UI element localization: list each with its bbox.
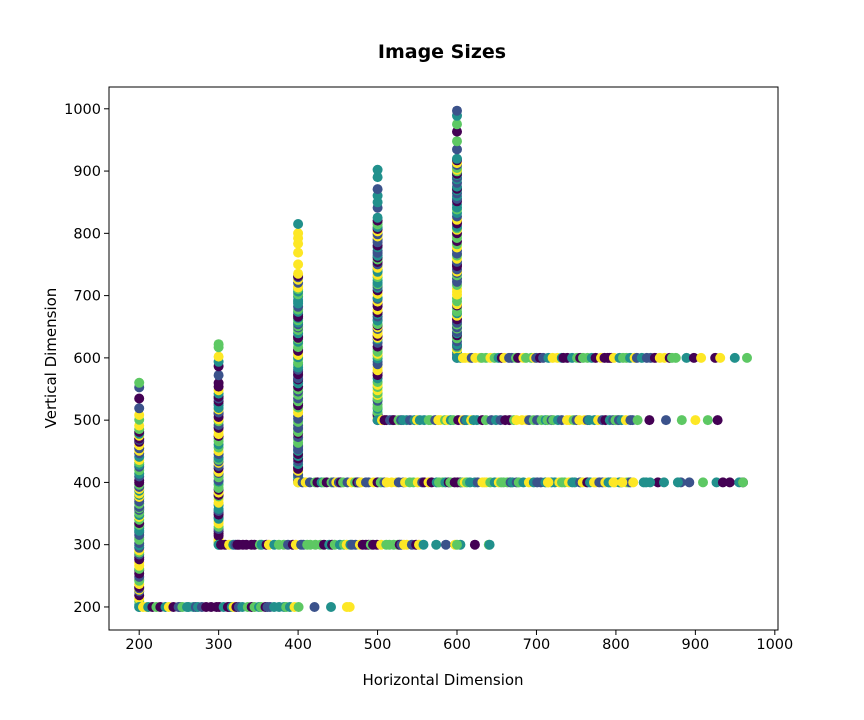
data-point: [440, 539, 451, 550]
data-point: [632, 415, 643, 426]
x-tick-label: 500: [364, 637, 392, 653]
x-axis: 200 300 400 500 600 700 800 900 1000: [125, 630, 793, 653]
y-axis: 200 300 400 500 600 700 800 900 1000: [64, 102, 109, 616]
data-point: [309, 602, 320, 612]
y-tick-label: 800: [73, 226, 101, 242]
data-point: [676, 415, 687, 426]
y-tick-label: 300: [73, 538, 101, 554]
chart-title: Image Sizes: [378, 41, 506, 63]
data-point: [738, 477, 748, 488]
data-point: [293, 228, 304, 239]
data-point: [681, 352, 692, 363]
x-tick-label: 600: [443, 637, 471, 653]
data-point: [452, 539, 462, 550]
data-point: [372, 164, 383, 175]
y-tick-label: 200: [73, 600, 101, 616]
data-point: [372, 184, 383, 195]
x-tick-label: 300: [205, 637, 233, 653]
data-point: [134, 377, 145, 388]
data-point: [729, 352, 740, 363]
data-point: [452, 105, 462, 116]
data-point: [645, 477, 656, 488]
data-points: [134, 105, 752, 612]
data-point: [608, 477, 619, 488]
data-point: [628, 477, 639, 488]
data-point: [372, 172, 383, 183]
data-point: [696, 352, 707, 363]
y-axis-label: Vertical Dimension: [42, 288, 60, 429]
y-tick-label: 1000: [64, 102, 101, 118]
x-tick-label: 900: [682, 637, 710, 653]
data-point: [661, 415, 671, 426]
y-tick-label: 600: [73, 351, 101, 367]
data-point: [452, 119, 462, 130]
data-point: [715, 352, 726, 363]
data-point: [431, 539, 442, 550]
plot-area: [108, 86, 779, 631]
data-point: [659, 477, 669, 488]
y-tick-label: 900: [73, 164, 101, 180]
data-point: [712, 415, 723, 426]
data-point: [293, 259, 304, 270]
y-tick-label: 500: [73, 413, 101, 429]
data-point: [293, 247, 304, 258]
data-point: [372, 212, 383, 223]
data-point: [213, 378, 224, 388]
data-point: [418, 539, 429, 550]
data-point: [742, 352, 752, 363]
data-point: [702, 415, 713, 426]
data-point: [617, 477, 628, 488]
x-tick-label: 400: [284, 637, 312, 653]
data-point: [213, 370, 224, 381]
data-point: [452, 153, 462, 164]
data-point: [293, 219, 304, 229]
data-point: [543, 477, 554, 488]
data-point: [213, 339, 224, 350]
data-point: [724, 477, 735, 488]
data-point: [698, 477, 708, 488]
data-point: [452, 144, 462, 155]
data-point: [134, 403, 145, 414]
data-point: [670, 352, 681, 363]
data-point: [484, 539, 495, 550]
data-point: [213, 351, 224, 362]
data-point: [690, 415, 701, 426]
data-point: [344, 602, 355, 612]
x-tick-label: 700: [523, 637, 551, 653]
data-point: [134, 393, 145, 404]
y-tick-label: 700: [73, 289, 101, 305]
data-point: [469, 539, 480, 550]
data-point: [684, 477, 695, 488]
data-point: [644, 415, 655, 426]
data-point: [293, 268, 304, 279]
data-point: [717, 477, 728, 488]
x-tick-label: 200: [125, 637, 153, 653]
data-point: [293, 602, 304, 612]
data-point: [452, 136, 462, 147]
data-point: [326, 602, 336, 612]
x-tick-label: 800: [602, 637, 630, 653]
x-tick-label: 1000: [756, 637, 793, 653]
data-point: [672, 477, 683, 488]
data-point: [452, 126, 462, 137]
y-tick-label: 400: [73, 475, 101, 491]
data-point: [688, 352, 699, 363]
x-axis-label: Horizontal Dimension: [362, 671, 523, 689]
